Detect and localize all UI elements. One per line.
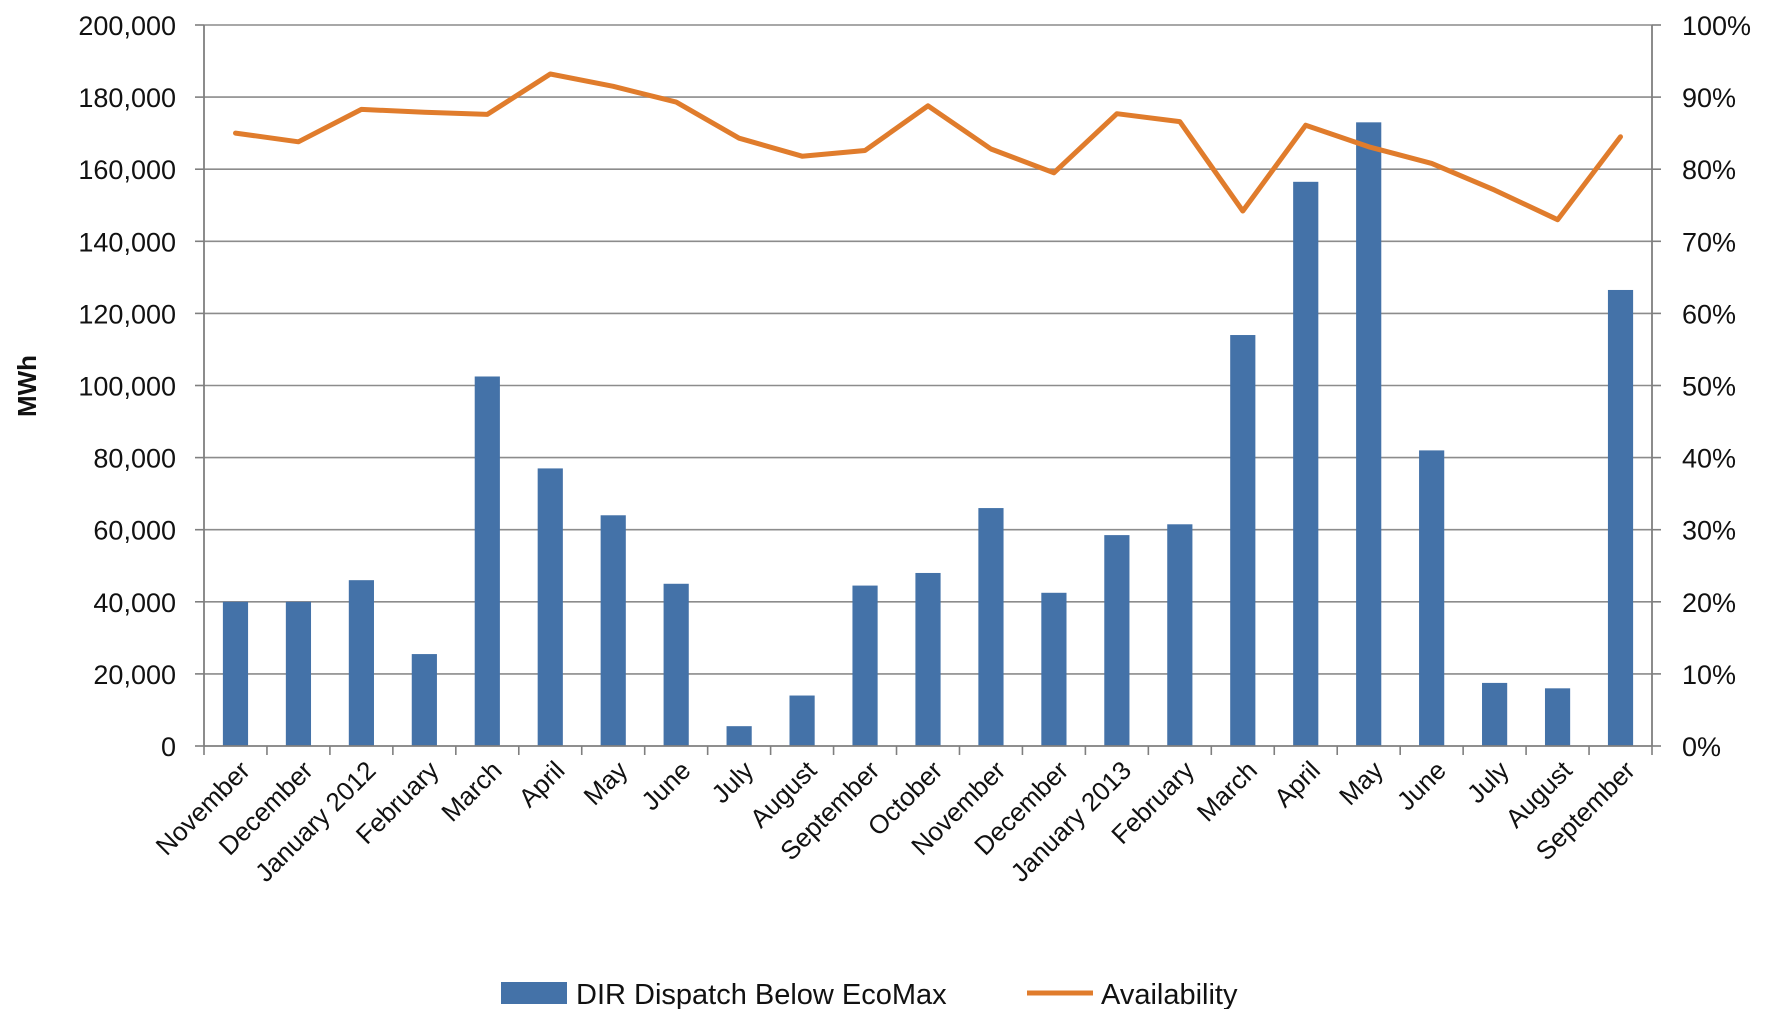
left-tick-label: 200,000 xyxy=(78,11,176,41)
bar xyxy=(1544,688,1571,746)
left-tick-label: 20,000 xyxy=(93,660,176,690)
bar xyxy=(222,601,249,746)
gridlines xyxy=(204,24,1652,675)
left-tick-label: 100,000 xyxy=(78,372,176,402)
category-label: July xyxy=(705,755,759,809)
right-tick-label: 60% xyxy=(1682,299,1736,329)
bar xyxy=(915,572,941,746)
legend: DIR Dispatch Below EcoMax Availability xyxy=(501,979,1238,1011)
bar xyxy=(348,580,374,746)
bar xyxy=(474,376,500,746)
right-tick-label: 80% xyxy=(1682,155,1736,185)
category-label: March xyxy=(1191,755,1263,827)
legend-swatch-bars xyxy=(501,982,567,1004)
bar xyxy=(600,515,626,746)
category-label: May xyxy=(578,755,634,811)
bar xyxy=(1293,181,1319,746)
category-label: July xyxy=(1461,755,1515,809)
bar xyxy=(978,508,1004,746)
bar xyxy=(537,468,563,746)
availability-line xyxy=(233,71,1623,223)
bar xyxy=(411,654,437,746)
bar xyxy=(285,601,312,746)
y-axis-title: MWh xyxy=(12,355,42,417)
line-series xyxy=(233,71,1623,223)
category-label: April xyxy=(513,755,571,813)
left-tick-label: 40,000 xyxy=(93,588,176,618)
left-tick-label: 160,000 xyxy=(78,155,176,185)
legend-label-line: Availability xyxy=(1101,979,1238,1009)
left-tick-label: 180,000 xyxy=(78,83,176,113)
bar xyxy=(1356,122,1382,746)
bar xyxy=(663,583,689,746)
left-tick-label: 0 xyxy=(161,732,176,762)
right-tick-label: 50% xyxy=(1682,372,1736,402)
legend-label-bars: DIR Dispatch Below EcoMax xyxy=(576,979,947,1009)
bar xyxy=(1041,592,1067,746)
bar xyxy=(1104,535,1130,746)
left-tick-label: 60,000 xyxy=(93,516,176,546)
bar xyxy=(1167,524,1193,746)
category-label: May xyxy=(1333,755,1389,811)
left-axis-ticks: 0 20,000 40,000 60,000 80,000 100,000 120,000 1… xyxy=(78,11,204,762)
category-label: June xyxy=(1391,755,1452,816)
bar xyxy=(726,726,752,746)
bar xyxy=(1419,450,1445,746)
bar xyxy=(789,695,815,746)
right-axis-ticks: 0% 10% 20% 30% 40% 50% 60% 70% 80% 90% 100% xyxy=(1652,11,1751,762)
category-label: March xyxy=(435,755,507,827)
right-tick-label: 10% xyxy=(1682,660,1736,690)
category-label: April xyxy=(1268,755,1326,813)
left-tick-label: 120,000 xyxy=(78,299,176,329)
right-tick-label: 0% xyxy=(1682,732,1721,762)
right-tick-label: 40% xyxy=(1682,444,1736,474)
bar-series xyxy=(222,122,1634,746)
bar xyxy=(1482,682,1508,746)
category-label: June xyxy=(635,755,696,816)
left-tick-label: 140,000 xyxy=(78,227,176,257)
right-tick-label: 70% xyxy=(1682,227,1736,257)
right-tick-label: 90% xyxy=(1682,83,1736,113)
right-tick-label: 100% xyxy=(1682,11,1751,41)
right-tick-label: 20% xyxy=(1682,588,1736,618)
bar xyxy=(852,585,878,746)
bar xyxy=(1230,335,1256,746)
left-tick-label: 80,000 xyxy=(93,444,176,474)
right-tick-label: 30% xyxy=(1682,516,1736,546)
bar xyxy=(1607,289,1634,746)
